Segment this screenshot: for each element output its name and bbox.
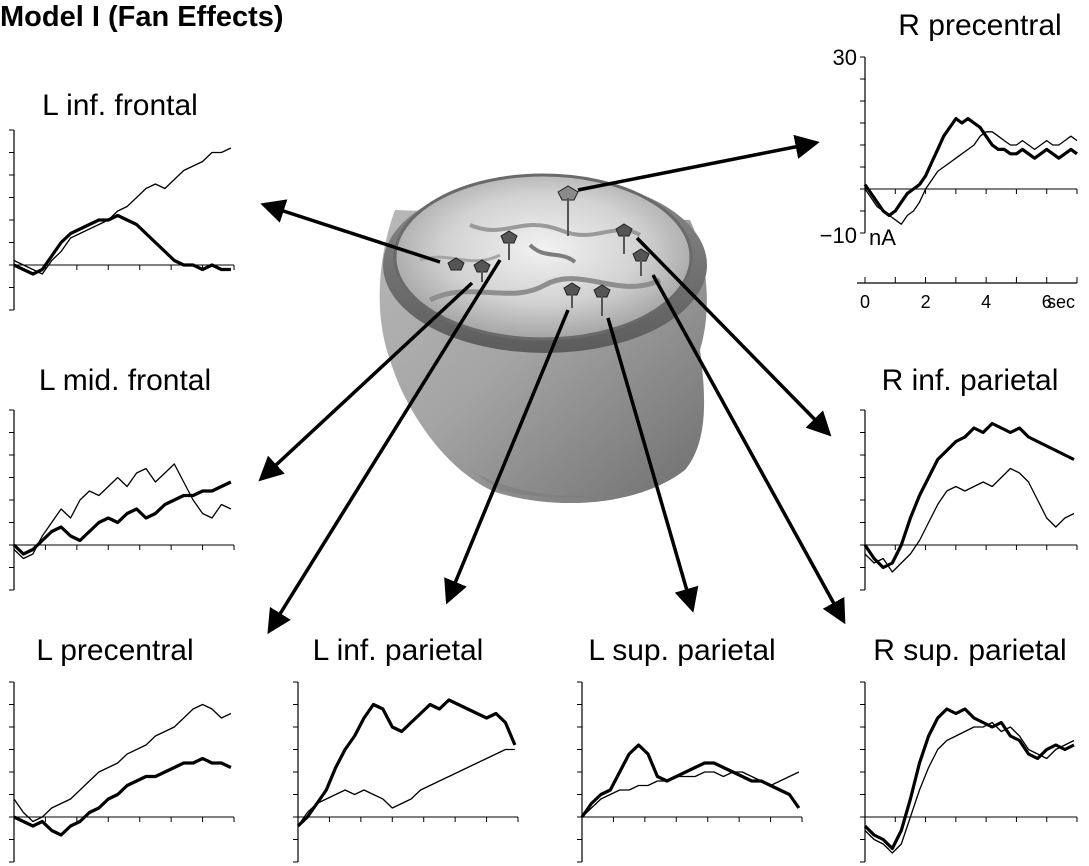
series-thin-line	[297, 748, 515, 827]
x-unit-label: sec	[1047, 292, 1075, 312]
panel-title: R precentral	[898, 9, 1061, 42]
series-thin-line	[13, 463, 232, 560]
brain-head-icon	[379, 173, 707, 504]
x-tick-label: 4	[981, 292, 991, 312]
x-tick-label: 6	[1042, 292, 1052, 312]
series-thick-line	[13, 213, 231, 276]
panel-r-inf-parietal: R inf. parietal	[860, 364, 1078, 591]
arrow-l-mid-frontal	[258, 281, 474, 482]
panel-title: R sup. parietal	[873, 634, 1066, 667]
figure-title: Model I (Fan Effects)	[0, 1, 284, 33]
panel-title: L mid. frontal	[39, 364, 211, 397]
series-thin-line	[864, 721, 1075, 854]
panel-title: L sup. parietal	[588, 634, 775, 667]
panel-title: L inf. parietal	[313, 634, 484, 667]
y-tick-label-bottom: −10	[820, 223, 857, 248]
panel-l-inf-frontal: L inf. frontal	[9, 89, 235, 311]
panel-title: L precentral	[36, 634, 193, 667]
arrow-r-sup-parietal	[651, 274, 846, 625]
panel-l-mid-frontal: L mid. frontal	[9, 364, 235, 591]
x-tick-label: 2	[921, 292, 931, 312]
arrow-r-inf-parietal	[635, 236, 832, 437]
series-thick-line	[13, 756, 232, 837]
series-thick-line	[12, 480, 232, 556]
panel-title: R inf. parietal	[882, 364, 1059, 397]
arrow-l-precentral	[267, 259, 502, 635]
series-thin-line	[864, 131, 1078, 225]
series-thick-line	[296, 698, 517, 828]
series-thin-line	[13, 147, 232, 275]
y-tick-label-top: 30	[833, 45, 857, 70]
panel-l-inf-parietal: L inf. parietal	[293, 634, 519, 863]
series-thick-line	[863, 116, 1078, 217]
y-unit-label: nA	[869, 225, 896, 250]
series-thin-line	[13, 703, 232, 823]
series-thick-line	[863, 421, 1075, 570]
panel-title: L inf. frontal	[42, 89, 198, 122]
panel-r-sup-parietal: R sup. parietal	[860, 634, 1078, 863]
arrow-l-sup-parietal	[606, 317, 699, 613]
x-tick-label: 0	[860, 292, 870, 312]
arrow-l-inf-frontal	[260, 199, 441, 264]
series-thick-line	[580, 743, 801, 818]
series-thin-line	[581, 771, 800, 818]
arrow-r-precentral	[577, 134, 820, 192]
series-thick-line	[863, 707, 1075, 851]
series-thin-line	[864, 467, 1075, 573]
panel-l-sup-parietal: L sup. parietal	[577, 634, 803, 863]
panel-l-precentral: L precentral	[9, 634, 235, 863]
connector-arrows	[258, 134, 846, 635]
arrow-l-inf-parietal	[444, 309, 570, 605]
